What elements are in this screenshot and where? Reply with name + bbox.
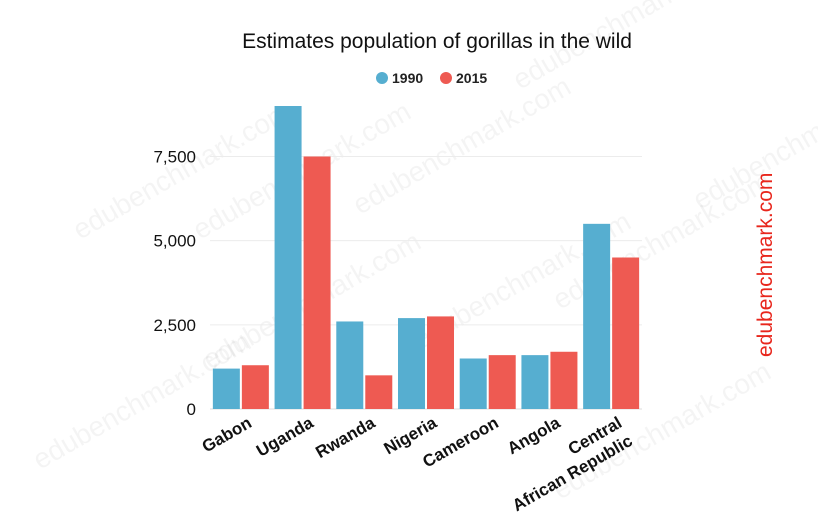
x-category-label: Angola — [504, 413, 564, 459]
legend-label-2015: 2015 — [456, 70, 487, 86]
chart-title: Estimates population of gorillas in the … — [242, 30, 632, 53]
legend-label-1990: 1990 — [392, 70, 423, 86]
legend-swatch-1990 — [376, 72, 388, 84]
bar-2015 — [365, 375, 393, 409]
bar-1990 — [212, 368, 240, 409]
watermark-text: edubenchmark.com — [68, 95, 296, 245]
side-watermark: edubenchmark.com — [754, 173, 777, 357]
y-axis-ticks: 0 2,500 5,000 7,500 — [153, 148, 196, 420]
bar-2015 — [550, 351, 578, 409]
y-tick-label: 2,500 — [153, 316, 196, 335]
bar-1990 — [459, 358, 487, 409]
bar-2015 — [612, 257, 640, 409]
bar-2015 — [488, 355, 516, 409]
y-tick-label: 5,000 — [153, 232, 196, 251]
x-category-label: Gabon — [199, 413, 255, 456]
bar-1990 — [274, 106, 302, 409]
bar-2015 — [427, 316, 454, 409]
legend-swatch-2015 — [440, 72, 452, 84]
bar-2015 — [241, 365, 269, 409]
bar-1990 — [521, 355, 549, 409]
bar-1990 — [398, 318, 425, 409]
watermark-text: edubenchmark.com — [188, 95, 416, 245]
y-tick-label: 0 — [187, 400, 196, 419]
bar-1990 — [336, 321, 364, 409]
x-category-label: Uganda — [253, 413, 317, 461]
y-tick-label: 7,500 — [153, 148, 196, 167]
watermark-text: edubenchmark.com — [348, 70, 576, 220]
bar-1990 — [583, 223, 611, 409]
legend: 1990 2015 — [376, 70, 487, 86]
x-category-label: Rwanda — [312, 413, 378, 462]
watermark-text: edubenchmark.com — [548, 355, 776, 505]
bars — [212, 106, 640, 409]
bar-2015 — [303, 156, 331, 409]
